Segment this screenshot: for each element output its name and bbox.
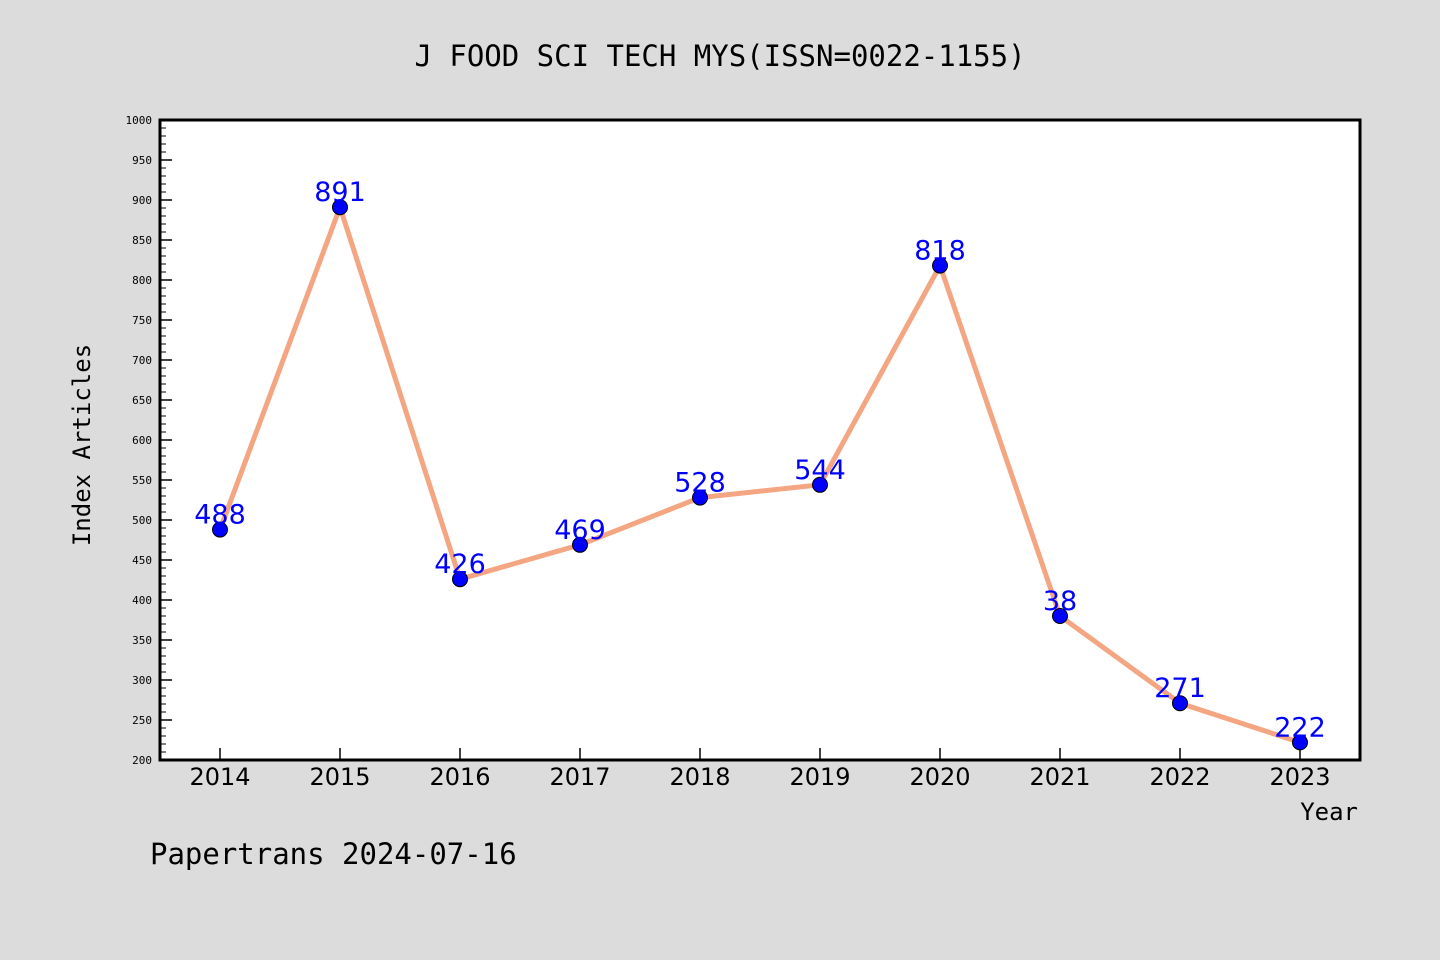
y-tick-label: 250 — [132, 714, 152, 727]
plot-area — [160, 120, 1360, 760]
y-tick-label: 450 — [132, 554, 152, 567]
y-tick-label: 750 — [132, 314, 152, 327]
y-tick-label: 350 — [132, 634, 152, 647]
data-point — [932, 257, 948, 274]
x-tick-label: 2023 — [1269, 763, 1330, 791]
data-point — [332, 199, 348, 216]
plot-frame — [158, 118, 1362, 762]
y-tick-label: 800 — [132, 274, 152, 287]
series-line — [217, 204, 1303, 745]
data-label: 469 — [554, 515, 606, 546]
y-tick-label: 550 — [132, 474, 152, 487]
data-label: 544 — [794, 455, 846, 486]
y-tick-label: 650 — [132, 394, 152, 407]
y-tick-label: 600 — [132, 434, 152, 447]
data-point — [812, 476, 828, 493]
data-label: 818 — [914, 236, 966, 267]
y-axis-label: Index Articles — [68, 344, 96, 546]
data-point — [212, 521, 228, 538]
footer-credit: Papertrans 2024-07-16 — [150, 837, 517, 871]
x-tick-label: 2016 — [429, 763, 490, 791]
y-tick-label: 950 — [132, 154, 152, 167]
data-label: 426 — [434, 549, 486, 580]
y-tick-label: 500 — [132, 514, 152, 527]
series-group: 488 891 426 469 528 544 818 38 271 222 — [194, 177, 1326, 751]
y-tick-label: 700 — [132, 354, 152, 367]
y-tick-label: 850 — [132, 234, 152, 247]
x-tick-label: 2020 — [909, 763, 970, 791]
data-label: 271 — [1154, 673, 1206, 704]
x-tick-label: 2017 — [549, 763, 610, 791]
data-point — [1292, 734, 1308, 751]
y-tick-label: 1000 — [126, 114, 153, 127]
data-point — [1172, 695, 1188, 712]
x-axis-label: Year — [1300, 798, 1358, 826]
x-axis: 2014 2015 2016 2017 2018 2019 2020 2021 2022 2023 — [189, 748, 1331, 791]
x-tick-label: 2022 — [1149, 763, 1210, 791]
data-point — [692, 489, 708, 506]
x-tick-label: 2014 — [189, 763, 250, 791]
data-point — [572, 536, 588, 553]
data-label: 528 — [674, 468, 726, 499]
data-point — [1052, 608, 1068, 624]
y-tick-label: 300 — [132, 674, 152, 687]
data-point — [452, 571, 468, 588]
data-label: 891 — [314, 177, 366, 208]
y-axis: 200 250 300 350 400 450 500 550 600 650 700 750 800 8… — [126, 114, 172, 767]
chart-title: J FOOD SCI TECH MYS(ISSN=0022-1155) — [414, 39, 1025, 73]
y-tick-label: 900 — [132, 194, 152, 207]
y-tick-label: 400 — [132, 594, 152, 607]
x-tick-label: 2019 — [789, 763, 850, 791]
x-tick-label: 2021 — [1029, 763, 1090, 791]
data-label: 222 — [1274, 712, 1326, 743]
y-tick-label: 200 — [132, 754, 152, 767]
data-label: 38 — [1043, 586, 1077, 617]
x-tick-label: 2018 — [669, 763, 730, 791]
data-label: 488 — [194, 500, 246, 531]
x-tick-label: 2015 — [309, 763, 370, 791]
